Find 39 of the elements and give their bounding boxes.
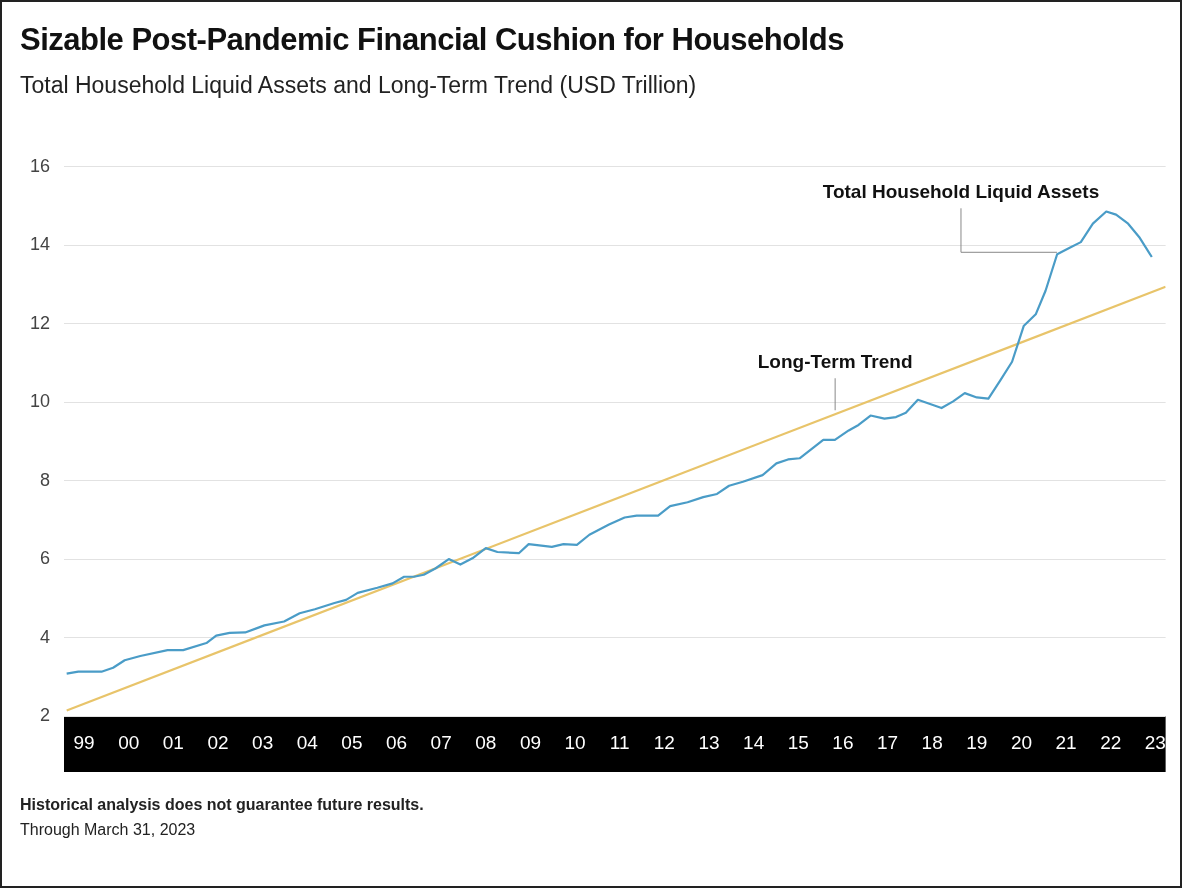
x-tick-label: 12	[653, 731, 675, 753]
x-tick-label: 07	[430, 731, 452, 753]
chart-subtitle: Total Household Liquid Assets and Long-Term Trend (USD Trillion)	[20, 72, 697, 99]
y-tick-label: 10	[29, 391, 50, 412]
text: Through March 31, 2023	[20, 820, 197, 840]
y-tick-label: 2	[39, 704, 50, 725]
x-tick-label: 10	[564, 731, 586, 753]
text: Historical analysis does not guarantee future results.	[20, 795, 424, 815]
x-tick-label: 01	[162, 731, 184, 753]
y-tick-label: 4	[39, 626, 50, 647]
x-tick-label: 13	[698, 731, 720, 753]
x-tick-label: 14	[743, 731, 765, 753]
y-tick-label: 6	[39, 548, 50, 569]
x-tick-label: 17	[876, 731, 899, 753]
x-tick-label: 19	[966, 731, 988, 753]
x-tick-label: 16	[832, 731, 854, 753]
x-tick-label: 04	[296, 731, 319, 753]
x-tick-label: 21	[1055, 731, 1077, 753]
series-label: Long-Term Trend	[757, 350, 913, 372]
x-tick-label: 03	[252, 731, 274, 753]
x-tick-label: 00	[118, 731, 140, 753]
x-tick-label: 23	[1144, 731, 1166, 753]
x-tick-label: 22	[1100, 731, 1122, 753]
series-label: Total Household Liquid Assets	[822, 181, 1100, 203]
x-tick-label: 20	[1010, 731, 1033, 753]
chart-title: Sizable Post-Pandemic Financial Cushion for Households	[20, 22, 844, 58]
x-tick-label: 06	[385, 731, 408, 753]
x-tick-label: 15	[787, 731, 809, 753]
y-tick-label: 14	[29, 234, 50, 255]
x-tick-label: 08	[475, 731, 497, 753]
x-tick-label: 11	[609, 731, 630, 753]
x-tick-label: 05	[341, 731, 363, 753]
y-tick-label: 8	[39, 469, 50, 490]
y-tick-label: 12	[29, 312, 50, 333]
y-tick-label: 16	[29, 155, 50, 176]
x-tick-label: 02	[207, 731, 229, 753]
x-tick-label: 18	[921, 731, 943, 753]
x-tick-label: 09	[519, 731, 542, 753]
x-tick-label: 99	[73, 731, 95, 753]
